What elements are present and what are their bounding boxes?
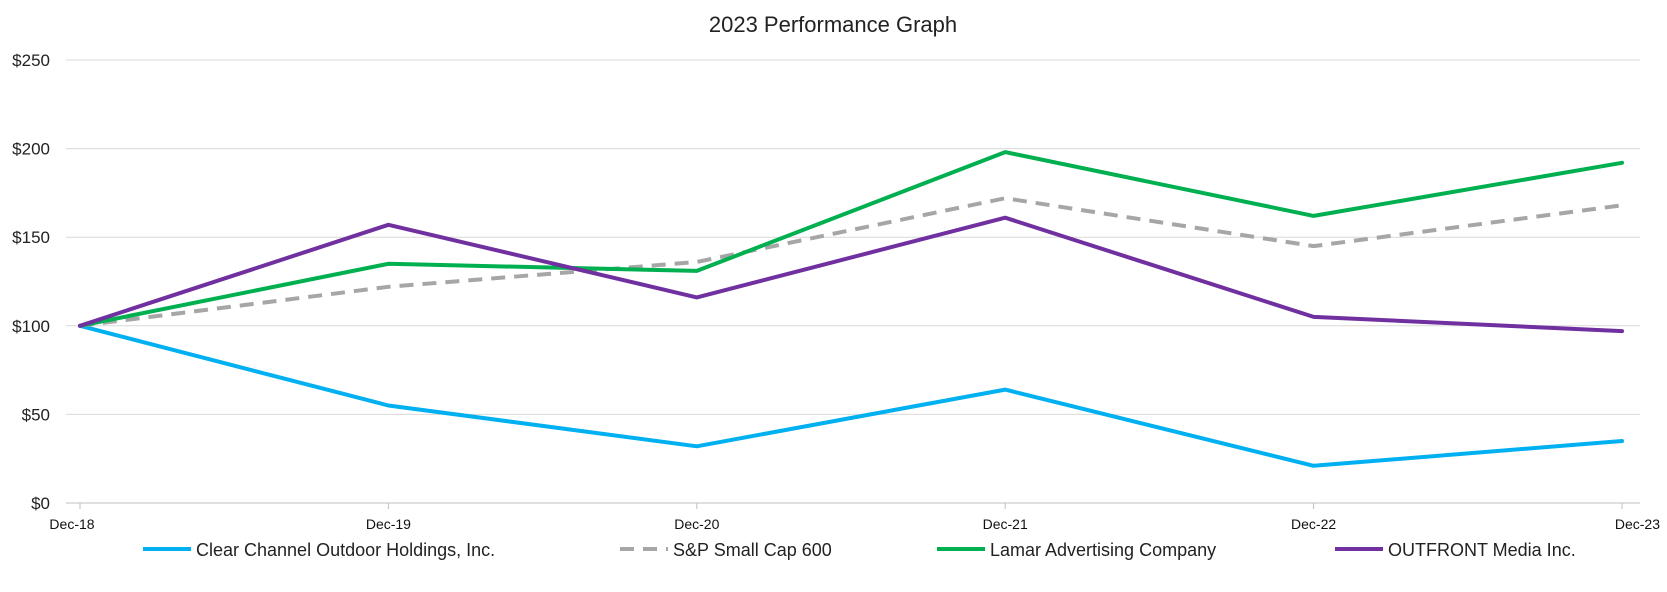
series-lines [78, 150, 1624, 468]
series-line-3 [78, 150, 1624, 328]
y-axis-ticks: $0 $50 $100 $150 $200 $250 [12, 51, 50, 513]
gridlines [66, 59, 1640, 504]
series-line-2 [79, 196, 1623, 328]
legend-label: OUTFRONT Media Inc. [1388, 540, 1576, 560]
x-axis-ticks: Dec-18 Dec-19 Dec-20 Dec-21 Dec-22 Dec-23 [49, 503, 1660, 532]
legend-label: Clear Channel Outdoor Holdings, Inc. [196, 540, 495, 560]
x-tick-label: Dec-21 [983, 516, 1028, 532]
y-tick-label: $200 [12, 140, 50, 159]
x-tick-label: Dec-19 [366, 516, 411, 532]
y-tick-label: $150 [12, 228, 50, 247]
y-tick-label: $250 [12, 51, 50, 70]
y-tick-label: $0 [31, 494, 50, 513]
y-tick-label: $100 [12, 317, 50, 336]
x-tick-label: Dec-22 [1291, 516, 1336, 532]
legend-label: Lamar Advertising Company [990, 540, 1216, 560]
chart-title: 2023 Performance Graph [709, 12, 957, 37]
legend-label: S&P Small Cap 600 [673, 540, 832, 560]
x-tick-label: Dec-23 [1615, 516, 1660, 532]
series-line-1 [78, 323, 1624, 468]
x-tick-label: Dec-18 [49, 516, 94, 532]
x-tick-label: Dec-20 [674, 516, 719, 532]
y-tick-label: $50 [22, 405, 50, 424]
series-line-4 [78, 215, 1624, 334]
legend: Clear Channel Outdoor Holdings, Inc. S&P … [143, 540, 1576, 560]
